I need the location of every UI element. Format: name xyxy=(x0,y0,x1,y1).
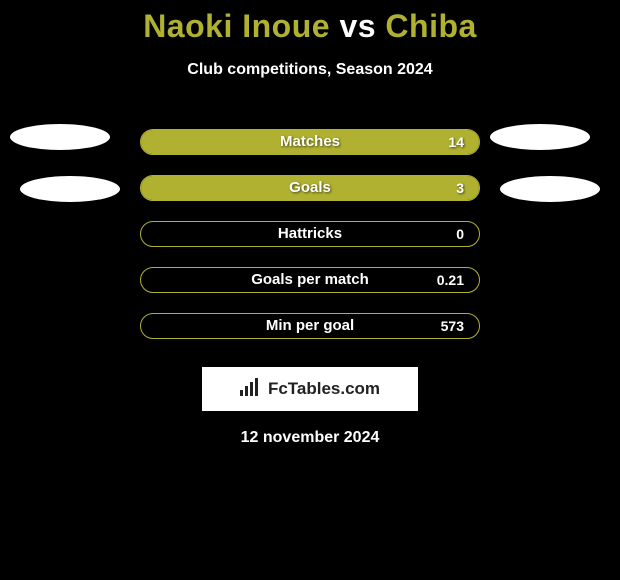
decorative-ellipse xyxy=(500,176,600,202)
stats-card: Naoki Inoue vs Chiba Club competitions, … xyxy=(0,0,620,447)
logo-box: FcTables.com xyxy=(202,367,418,411)
decorative-ellipse xyxy=(10,124,110,150)
stat-row: Hattricks0 xyxy=(0,211,620,257)
stat-bar xyxy=(140,313,480,339)
stat-bar xyxy=(140,175,480,201)
stats-list: Matches14Goals3Hattricks0Goals per match… xyxy=(0,119,620,349)
date-line: 12 november 2024 xyxy=(0,429,620,447)
stat-bar xyxy=(140,221,480,247)
subtitle: Club competitions, Season 2024 xyxy=(0,61,620,79)
title-player2: Chiba xyxy=(385,8,476,44)
decorative-ellipse xyxy=(20,176,120,202)
decorative-ellipse xyxy=(490,124,590,150)
stat-bar-fill xyxy=(141,130,479,154)
title-player1: Naoki Inoue xyxy=(143,8,330,44)
bar-chart-icon xyxy=(240,378,262,401)
stat-row: Goals per match0.21 xyxy=(0,257,620,303)
stat-bar xyxy=(140,129,480,155)
stat-bar-fill xyxy=(141,176,479,200)
stat-bar xyxy=(140,267,480,293)
title-vs: vs xyxy=(339,8,376,44)
logo-text: FcTables.com xyxy=(268,379,380,399)
stat-row: Min per goal573 xyxy=(0,303,620,349)
page-title: Naoki Inoue vs Chiba xyxy=(0,8,620,45)
